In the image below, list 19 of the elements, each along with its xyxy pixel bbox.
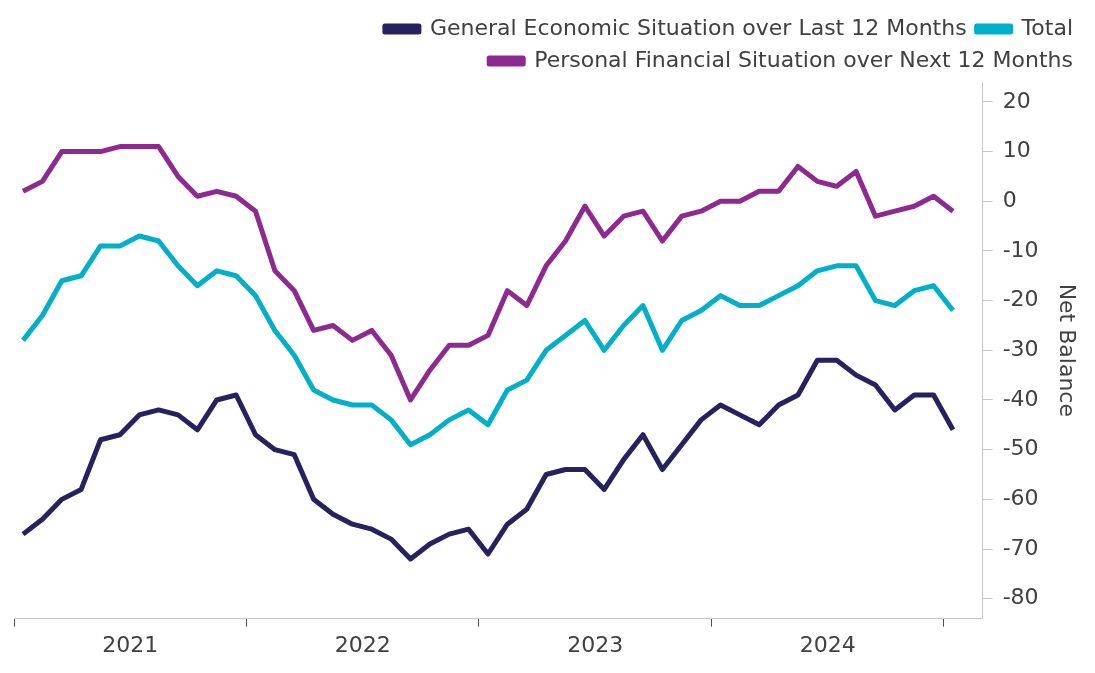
y-tick-label: -50 bbox=[1002, 435, 1039, 461]
y-tick-label: -10 bbox=[1002, 236, 1039, 262]
y-axis-title: Net Balance bbox=[1055, 283, 1081, 417]
x-tick-label: 2021 bbox=[102, 631, 159, 657]
y-tick-label: -80 bbox=[1002, 584, 1039, 610]
x-tick-label: 2022 bbox=[334, 631, 391, 657]
y-tick-label: 0 bbox=[1002, 186, 1017, 212]
y-tick-label: -40 bbox=[1002, 385, 1039, 411]
y-tick-label: -20 bbox=[1002, 286, 1039, 312]
legend-label: Personal Financial Situation over Next 12 Months bbox=[534, 46, 1074, 72]
x-tick-label: 2023 bbox=[567, 631, 624, 657]
y-tick-label: -60 bbox=[1002, 485, 1039, 511]
y-tick-label: 10 bbox=[1002, 137, 1031, 163]
x-tick-label: 2024 bbox=[799, 631, 856, 657]
legend-label: General Economic Situation over Last 12 Months bbox=[429, 14, 967, 40]
y-tick-label: 20 bbox=[1002, 87, 1031, 113]
legend-label: Total bbox=[1020, 14, 1074, 40]
y-tick-label: -30 bbox=[1002, 336, 1039, 362]
y-tick-label: -70 bbox=[1002, 534, 1039, 560]
